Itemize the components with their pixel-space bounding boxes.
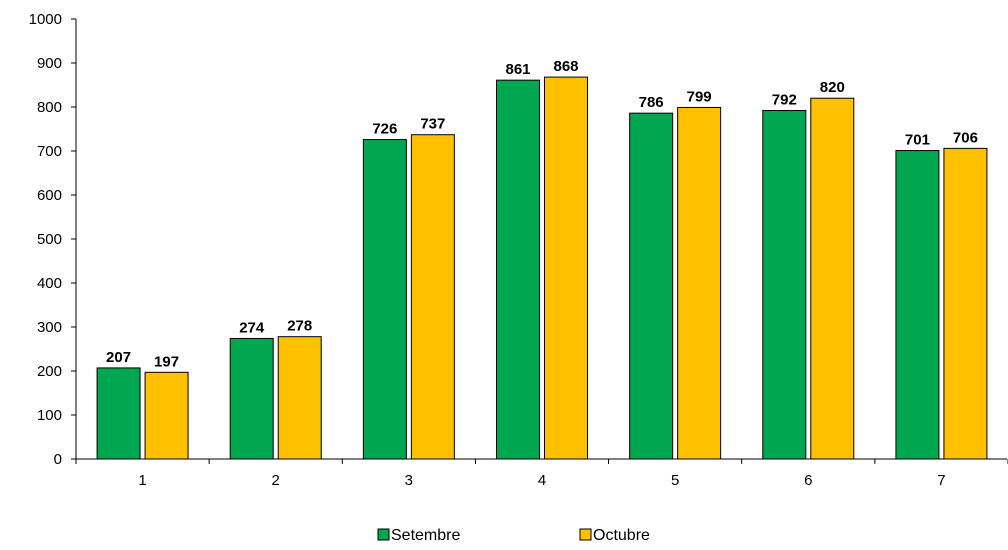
y-tick-label: 200	[37, 363, 62, 380]
data-label: 706	[953, 129, 978, 146]
y-tick-label: 100	[37, 407, 62, 424]
bar-octubre-4	[544, 76, 588, 460]
bar-setembre-5	[629, 112, 674, 460]
legend-swatch-setembre	[377, 528, 390, 541]
data-label: 820	[820, 79, 845, 96]
data-label: 197	[154, 353, 179, 370]
data-label: 207	[106, 349, 131, 366]
bar-octubre-5	[677, 106, 722, 460]
data-label: 737	[420, 116, 445, 133]
y-tick-label: 500	[37, 231, 62, 248]
bar-setembre-2	[229, 337, 274, 460]
x-tick-label: 2	[272, 472, 280, 489]
data-label: 701	[905, 132, 930, 149]
y-tick-label: 0	[54, 451, 62, 468]
y-tick-label: 1000	[29, 11, 62, 28]
data-label: 786	[639, 94, 664, 111]
data-label: 792	[772, 92, 797, 109]
y-tick-label: 600	[37, 187, 62, 204]
x-tick-label: 7	[937, 472, 945, 489]
y-tick-label: 900	[37, 55, 62, 72]
bar-octubre-3	[410, 134, 455, 460]
bar-setembre-4	[496, 79, 540, 460]
bar-octubre-2	[277, 336, 322, 460]
bar-setembre-6	[762, 110, 807, 460]
bar-setembre-3	[362, 139, 407, 460]
bar-setembre-1	[96, 367, 141, 460]
x-tick-label: 5	[671, 472, 679, 489]
data-label: 861	[505, 61, 530, 78]
y-tick-label: 400	[37, 275, 62, 292]
y-tick-label: 300	[37, 319, 62, 336]
bar-octubre-1	[144, 371, 189, 460]
bar-octubre-7	[943, 147, 988, 460]
data-label: 726	[372, 121, 397, 138]
data-label: 799	[687, 88, 712, 105]
legend-swatch-octubre	[579, 528, 592, 541]
legend: Setembre Octubre	[377, 527, 650, 544]
data-label: 274	[239, 319, 265, 336]
bar-setembre-7	[895, 150, 940, 460]
x-tick-label: 6	[804, 472, 812, 489]
axes: 0 100 200 300 400 500 600 700 800 900 1000 1 2 3 4 5 6 7	[29, 11, 1008, 489]
x-tick-label: 3	[405, 472, 413, 489]
y-tick-label: 700	[37, 143, 62, 160]
x-tick-label: 1	[138, 472, 146, 489]
bar-octubre-6	[810, 97, 855, 460]
legend-label-octubre: Octubre	[593, 527, 650, 544]
data-label: 278	[287, 318, 312, 335]
data-labels: 207 197 274 278 726 737 861 868 786 799 792 820 701 7…	[106, 58, 978, 370]
y-tick-label: 800	[37, 99, 62, 116]
legend-label-setembre: Setembre	[391, 527, 460, 544]
x-tick-label: 4	[538, 472, 546, 489]
data-label: 868	[553, 58, 578, 75]
bars	[96, 76, 988, 460]
